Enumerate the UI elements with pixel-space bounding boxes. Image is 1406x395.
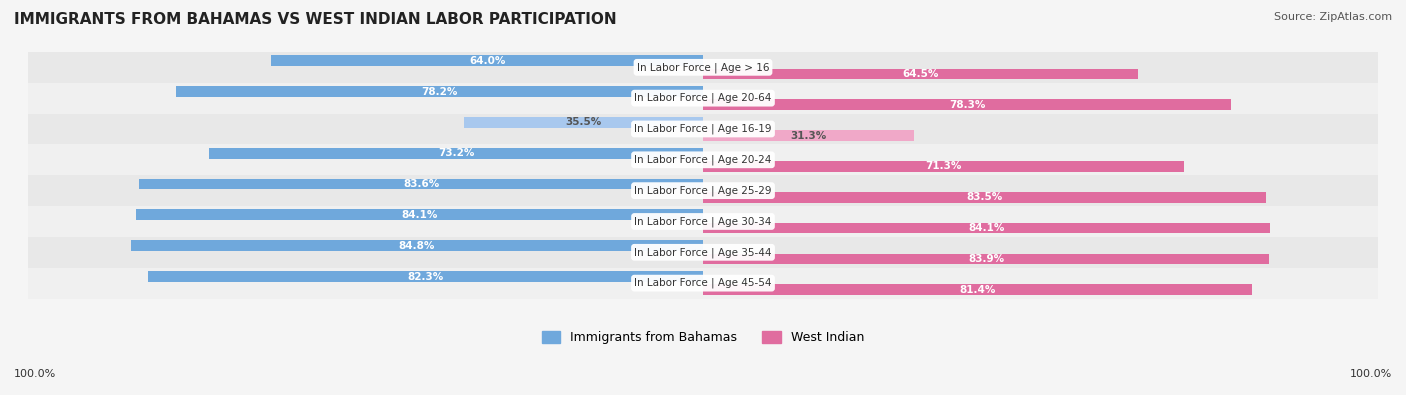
Text: 78.2%: 78.2%: [420, 87, 457, 96]
Text: 83.6%: 83.6%: [404, 179, 439, 189]
Bar: [703, 284, 1253, 295]
Text: 84.1%: 84.1%: [401, 210, 437, 220]
Bar: [703, 192, 1267, 203]
Text: 71.3%: 71.3%: [925, 162, 962, 171]
Bar: [148, 271, 703, 282]
Bar: [28, 83, 1378, 114]
Text: Source: ZipAtlas.com: Source: ZipAtlas.com: [1274, 12, 1392, 22]
Legend: Immigrants from Bahamas, West Indian: Immigrants from Bahamas, West Indian: [537, 326, 869, 349]
Bar: [131, 240, 703, 251]
Bar: [271, 55, 703, 66]
Bar: [176, 86, 703, 97]
Text: In Labor Force | Age 45-54: In Labor Force | Age 45-54: [634, 278, 772, 288]
Text: In Labor Force | Age 20-24: In Labor Force | Age 20-24: [634, 154, 772, 165]
Text: In Labor Force | Age 30-34: In Labor Force | Age 30-34: [634, 216, 772, 227]
Text: IMMIGRANTS FROM BAHAMAS VS WEST INDIAN LABOR PARTICIPATION: IMMIGRANTS FROM BAHAMAS VS WEST INDIAN L…: [14, 12, 617, 27]
Bar: [703, 130, 914, 141]
Text: 100.0%: 100.0%: [14, 369, 56, 379]
Text: 31.3%: 31.3%: [790, 131, 827, 141]
Text: 81.4%: 81.4%: [959, 285, 995, 295]
Bar: [209, 148, 703, 158]
Text: 64.5%: 64.5%: [903, 69, 939, 79]
Bar: [28, 206, 1378, 237]
Bar: [703, 254, 1268, 264]
Text: 83.9%: 83.9%: [967, 254, 1004, 264]
Bar: [28, 52, 1378, 83]
Bar: [28, 114, 1378, 145]
Text: 82.3%: 82.3%: [408, 271, 443, 282]
Text: In Labor Force | Age 25-29: In Labor Force | Age 25-29: [634, 185, 772, 196]
Bar: [28, 268, 1378, 299]
Bar: [703, 100, 1232, 110]
Text: 83.5%: 83.5%: [966, 192, 1002, 202]
Text: In Labor Force | Age 16-19: In Labor Force | Age 16-19: [634, 124, 772, 134]
Text: 73.2%: 73.2%: [437, 148, 474, 158]
Text: In Labor Force | Age > 16: In Labor Force | Age > 16: [637, 62, 769, 73]
Bar: [28, 175, 1378, 206]
Bar: [703, 223, 1270, 233]
Bar: [703, 161, 1184, 172]
Text: In Labor Force | Age 20-64: In Labor Force | Age 20-64: [634, 93, 772, 103]
Bar: [28, 237, 1378, 268]
Text: 78.3%: 78.3%: [949, 100, 986, 110]
Bar: [703, 69, 1137, 79]
Bar: [139, 179, 703, 190]
Text: 35.5%: 35.5%: [565, 117, 602, 127]
Text: In Labor Force | Age 35-44: In Labor Force | Age 35-44: [634, 247, 772, 258]
Bar: [464, 117, 703, 128]
Text: 64.0%: 64.0%: [470, 56, 505, 66]
Bar: [28, 145, 1378, 175]
Bar: [136, 209, 703, 220]
Text: 84.8%: 84.8%: [399, 241, 436, 251]
Text: 100.0%: 100.0%: [1350, 369, 1392, 379]
Text: 84.1%: 84.1%: [969, 223, 1005, 233]
